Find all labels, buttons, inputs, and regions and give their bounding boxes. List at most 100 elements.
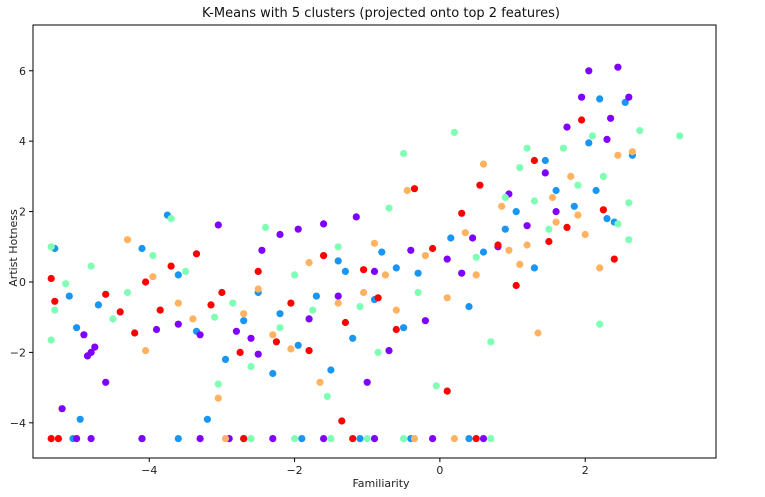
- data-point: [316, 378, 324, 386]
- data-point: [269, 331, 277, 339]
- data-point: [400, 435, 408, 443]
- data-point: [443, 294, 451, 302]
- data-point: [305, 315, 313, 323]
- data-point: [272, 338, 280, 346]
- data-point: [476, 181, 484, 189]
- data-point: [123, 288, 132, 297]
- data-point: [530, 264, 539, 272]
- data-point: [203, 415, 211, 423]
- data-point: [574, 211, 582, 219]
- data-point: [552, 186, 560, 195]
- data-point: [450, 435, 458, 443]
- data-point: [625, 93, 633, 101]
- y-tick-label: 4: [19, 135, 26, 148]
- data-point: [374, 294, 382, 302]
- data-point: [360, 288, 368, 297]
- data-point: [494, 241, 502, 249]
- data-point: [578, 93, 586, 101]
- data-point: [254, 350, 262, 358]
- data-point: [356, 303, 364, 311]
- data-point: [523, 241, 531, 249]
- data-point: [323, 392, 331, 400]
- data-point: [269, 435, 277, 443]
- chart-title: K-Means with 5 clusters (projected onto …: [202, 6, 560, 21]
- data-point: [479, 435, 488, 443]
- data-point: [131, 329, 139, 337]
- data-point: [334, 257, 342, 265]
- data-point: [625, 236, 633, 244]
- data-point: [73, 324, 81, 332]
- data-point: [570, 202, 578, 210]
- data-point: [596, 95, 604, 103]
- data-point: [545, 237, 553, 246]
- data-point: [174, 299, 182, 307]
- data-point: [214, 394, 222, 402]
- data-point: [309, 306, 317, 314]
- data-point: [218, 288, 226, 297]
- data-point: [392, 306, 400, 314]
- data-point: [370, 435, 379, 443]
- data-point: [349, 435, 357, 443]
- data-point: [83, 352, 92, 360]
- data-point: [552, 208, 560, 216]
- data-point: [334, 292, 342, 300]
- data-point: [628, 148, 637, 156]
- data-point: [54, 435, 63, 443]
- data-point: [47, 336, 55, 344]
- data-point: [73, 435, 81, 443]
- data-point: [505, 246, 513, 254]
- data-point: [447, 234, 455, 242]
- data-point: [102, 378, 110, 386]
- y-tick-label: −2: [10, 346, 26, 359]
- data-point: [410, 185, 419, 193]
- x-tick-label: 2: [582, 464, 589, 477]
- data-point: [523, 222, 531, 230]
- data-point: [189, 315, 197, 323]
- data-point: [247, 435, 255, 443]
- data-point: [142, 347, 150, 355]
- data-point: [469, 234, 477, 242]
- data-point: [360, 266, 368, 274]
- data-point: [142, 278, 150, 286]
- data-point: [552, 218, 560, 226]
- data-point: [516, 164, 524, 172]
- data-point: [585, 139, 593, 147]
- data-point: [102, 290, 110, 298]
- data-point: [363, 378, 371, 386]
- data-point: [530, 197, 539, 205]
- data-point: [581, 230, 589, 239]
- data-point: [167, 215, 175, 223]
- data-point: [232, 327, 240, 335]
- data-point: [614, 63, 622, 71]
- data-point: [567, 172, 575, 180]
- data-point: [291, 435, 299, 443]
- data-point: [501, 193, 509, 202]
- data-point: [320, 220, 328, 228]
- data-point: [196, 435, 204, 443]
- data-point: [541, 169, 549, 177]
- data-point: [381, 271, 389, 279]
- data-point: [254, 285, 262, 293]
- y-axis-title: Artist Hotness: [7, 209, 20, 287]
- data-point: [621, 98, 629, 106]
- data-point: [603, 135, 611, 143]
- data-point: [461, 229, 469, 237]
- data-point: [603, 215, 611, 223]
- data-point: [174, 435, 182, 443]
- data-point: [294, 225, 302, 233]
- data-point: [458, 269, 466, 277]
- data-point: [327, 366, 335, 374]
- data-point: [516, 260, 524, 268]
- data-point: [334, 243, 342, 251]
- y-tick-label: 2: [19, 206, 26, 219]
- data-point: [167, 262, 175, 270]
- data-point: [214, 221, 222, 229]
- data-point: [392, 264, 400, 272]
- data-point: [149, 252, 157, 260]
- data-point: [149, 273, 157, 281]
- data-point: [450, 128, 458, 136]
- data-point: [363, 435, 371, 443]
- data-point: [236, 348, 244, 356]
- data-point: [352, 213, 360, 221]
- data-point: [356, 435, 364, 443]
